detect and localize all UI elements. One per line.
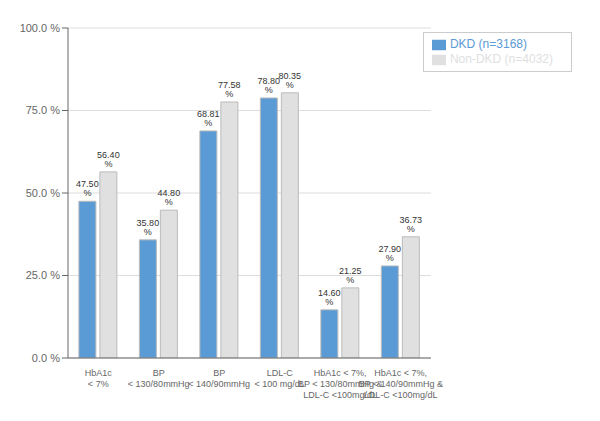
svg-text:77.58%: 77.58% <box>218 80 241 99</box>
svg-text:27.90%: 27.90% <box>379 244 402 263</box>
svg-text:47.50%: 47.50% <box>76 179 99 198</box>
svg-text:44.80%: 44.80% <box>158 188 181 207</box>
svg-text:68.81%: 68.81% <box>197 109 220 128</box>
svg-text:78.80%: 78.80% <box>258 76 281 95</box>
html-text:BP < 130/80mmHg &: BP < 130/80mmHg & <box>297 379 383 389</box>
svg-text:25.0 %: 25.0 % <box>26 269 60 281</box>
html-text:LDL-C: LDL-C <box>266 368 293 378</box>
html-text:DKD (n=3168): DKD (n=3168) <box>449 37 527 51</box>
html-text:< 100 mg/dL: < 100 mg/dL <box>254 379 305 389</box>
svg-text:BP< 130/80mmHg: BP< 130/80mmHg <box>128 368 190 389</box>
svg-text:100.0 %: 100.0 % <box>20 22 61 34</box>
svg-text:14.60%: 14.60% <box>318 288 341 307</box>
svg-text:HbA1c < 7%,BP < 140/90mmHg &LD: HbA1c < 7%,BP < 140/90mmHg &LDL-C <100mg… <box>358 368 443 400</box>
html-text:LDL-C <100mg/dL: LDL-C <100mg/dL <box>303 390 378 400</box>
html-text:Non-DKD (n=4032): Non-DKD (n=4032) <box>449 51 553 66</box>
svg-text:BP< 140/90mmHg: BP< 140/90mmHg <box>188 368 250 389</box>
svg-text:21.25%: 21.25% <box>339 266 362 285</box>
svg-text:80.35%: 80.35% <box>279 71 302 90</box>
svg-text:HbA1c< 7%: HbA1c< 7% <box>85 368 113 389</box>
svg-text:0.0 %: 0.0 % <box>32 352 60 364</box>
svg-text:50.0 %: 50.0 % <box>26 187 60 199</box>
html-text:HbA1c < 7%,: HbA1c < 7%, <box>313 368 367 378</box>
svg-text:35.80%: 35.80% <box>137 218 160 237</box>
svg-text:36.73%: 36.73% <box>400 215 423 234</box>
svg-text:75.0 %: 75.0 % <box>26 104 60 116</box>
svg-text:56.40%: 56.40% <box>97 150 120 169</box>
